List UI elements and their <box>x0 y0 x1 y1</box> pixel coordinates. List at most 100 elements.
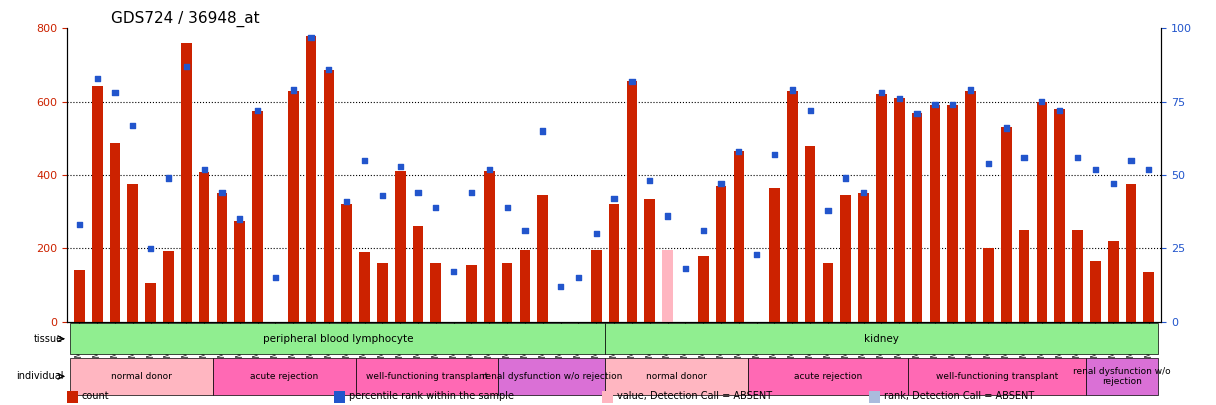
FancyBboxPatch shape <box>908 358 1086 395</box>
Bar <box>537 195 548 322</box>
Text: rank, Detection Call = ABSENT: rank, Detection Call = ABSENT <box>884 391 1035 401</box>
Text: well-functioning transplant: well-functioning transplant <box>366 372 488 381</box>
Bar <box>305 36 316 322</box>
Text: GDS724 / 36948_at: GDS724 / 36948_at <box>111 11 259 27</box>
Point <box>996 125 1015 131</box>
Point <box>818 207 838 213</box>
Point <box>854 190 873 196</box>
Point <box>765 151 784 158</box>
Point <box>159 175 179 181</box>
Point <box>800 107 820 114</box>
Point <box>265 275 285 281</box>
Point <box>569 275 589 281</box>
Point <box>176 63 196 70</box>
Point <box>533 128 552 134</box>
Bar <box>377 263 388 322</box>
FancyBboxPatch shape <box>71 323 606 354</box>
Bar <box>822 263 833 322</box>
Point <box>479 166 499 173</box>
Point <box>497 204 517 211</box>
Bar <box>929 105 940 322</box>
Point <box>1068 154 1087 161</box>
Point <box>426 204 445 211</box>
Bar <box>430 263 441 322</box>
FancyBboxPatch shape <box>355 358 499 395</box>
Text: peripheral blood lymphocyte: peripheral blood lymphocyte <box>263 334 413 344</box>
Point <box>730 148 749 155</box>
Point <box>213 190 232 196</box>
Point <box>783 87 803 93</box>
Bar <box>519 250 530 322</box>
Bar <box>216 193 227 322</box>
Point <box>141 245 161 252</box>
Point <box>1121 157 1141 164</box>
Bar <box>663 250 672 322</box>
Point <box>979 160 998 166</box>
FancyBboxPatch shape <box>213 358 355 395</box>
Bar <box>163 251 174 322</box>
Point <box>623 78 642 84</box>
Point <box>1049 107 1069 114</box>
Bar <box>894 98 905 322</box>
Bar <box>145 283 156 322</box>
Point <box>230 216 249 222</box>
Text: acute rejection: acute rejection <box>250 372 319 381</box>
Text: tissue: tissue <box>34 334 63 344</box>
FancyBboxPatch shape <box>606 358 748 395</box>
Bar <box>858 193 869 322</box>
Point <box>658 213 677 219</box>
Bar <box>92 86 102 322</box>
Bar <box>912 113 923 322</box>
Text: renal dysfunction w/o
rejection: renal dysfunction w/o rejection <box>1074 367 1171 386</box>
Bar <box>966 91 976 322</box>
FancyBboxPatch shape <box>748 358 908 395</box>
Point <box>390 163 410 169</box>
Bar <box>288 91 299 322</box>
Point <box>1086 166 1105 173</box>
FancyBboxPatch shape <box>499 358 606 395</box>
Bar <box>1073 230 1083 322</box>
Bar <box>323 70 334 322</box>
Bar <box>1126 184 1136 322</box>
Bar <box>181 43 192 322</box>
FancyBboxPatch shape <box>71 358 213 395</box>
Bar <box>840 195 851 322</box>
Bar <box>484 171 495 322</box>
Point <box>337 198 356 205</box>
Bar <box>770 188 779 322</box>
Bar <box>609 204 619 322</box>
Text: normal donor: normal donor <box>112 372 173 381</box>
Point <box>747 251 766 258</box>
Bar <box>591 250 602 322</box>
Bar <box>716 186 726 322</box>
Text: percentile rank within the sample: percentile rank within the sample <box>349 391 514 401</box>
Bar <box>876 94 886 322</box>
Point <box>444 269 463 275</box>
Text: normal donor: normal donor <box>646 372 706 381</box>
Point <box>676 266 696 272</box>
Bar <box>947 105 958 322</box>
Bar <box>466 265 477 322</box>
Point <box>693 228 713 234</box>
Point <box>961 87 980 93</box>
Text: individual: individual <box>16 371 63 382</box>
Bar <box>983 248 993 322</box>
Bar <box>128 184 139 322</box>
Point <box>123 122 142 128</box>
Bar <box>1108 241 1119 322</box>
Bar <box>787 91 798 322</box>
Point <box>944 101 963 108</box>
Point <box>1139 166 1159 173</box>
Point <box>319 66 338 72</box>
Point <box>1103 181 1122 187</box>
Bar <box>109 143 120 322</box>
Point <box>302 34 321 40</box>
FancyBboxPatch shape <box>1086 358 1158 395</box>
Bar <box>1036 102 1047 322</box>
Text: kidney: kidney <box>865 334 899 344</box>
Bar <box>342 204 353 322</box>
Bar <box>1019 230 1030 322</box>
Point <box>195 166 214 173</box>
Bar <box>1143 272 1154 322</box>
Point <box>872 90 891 96</box>
